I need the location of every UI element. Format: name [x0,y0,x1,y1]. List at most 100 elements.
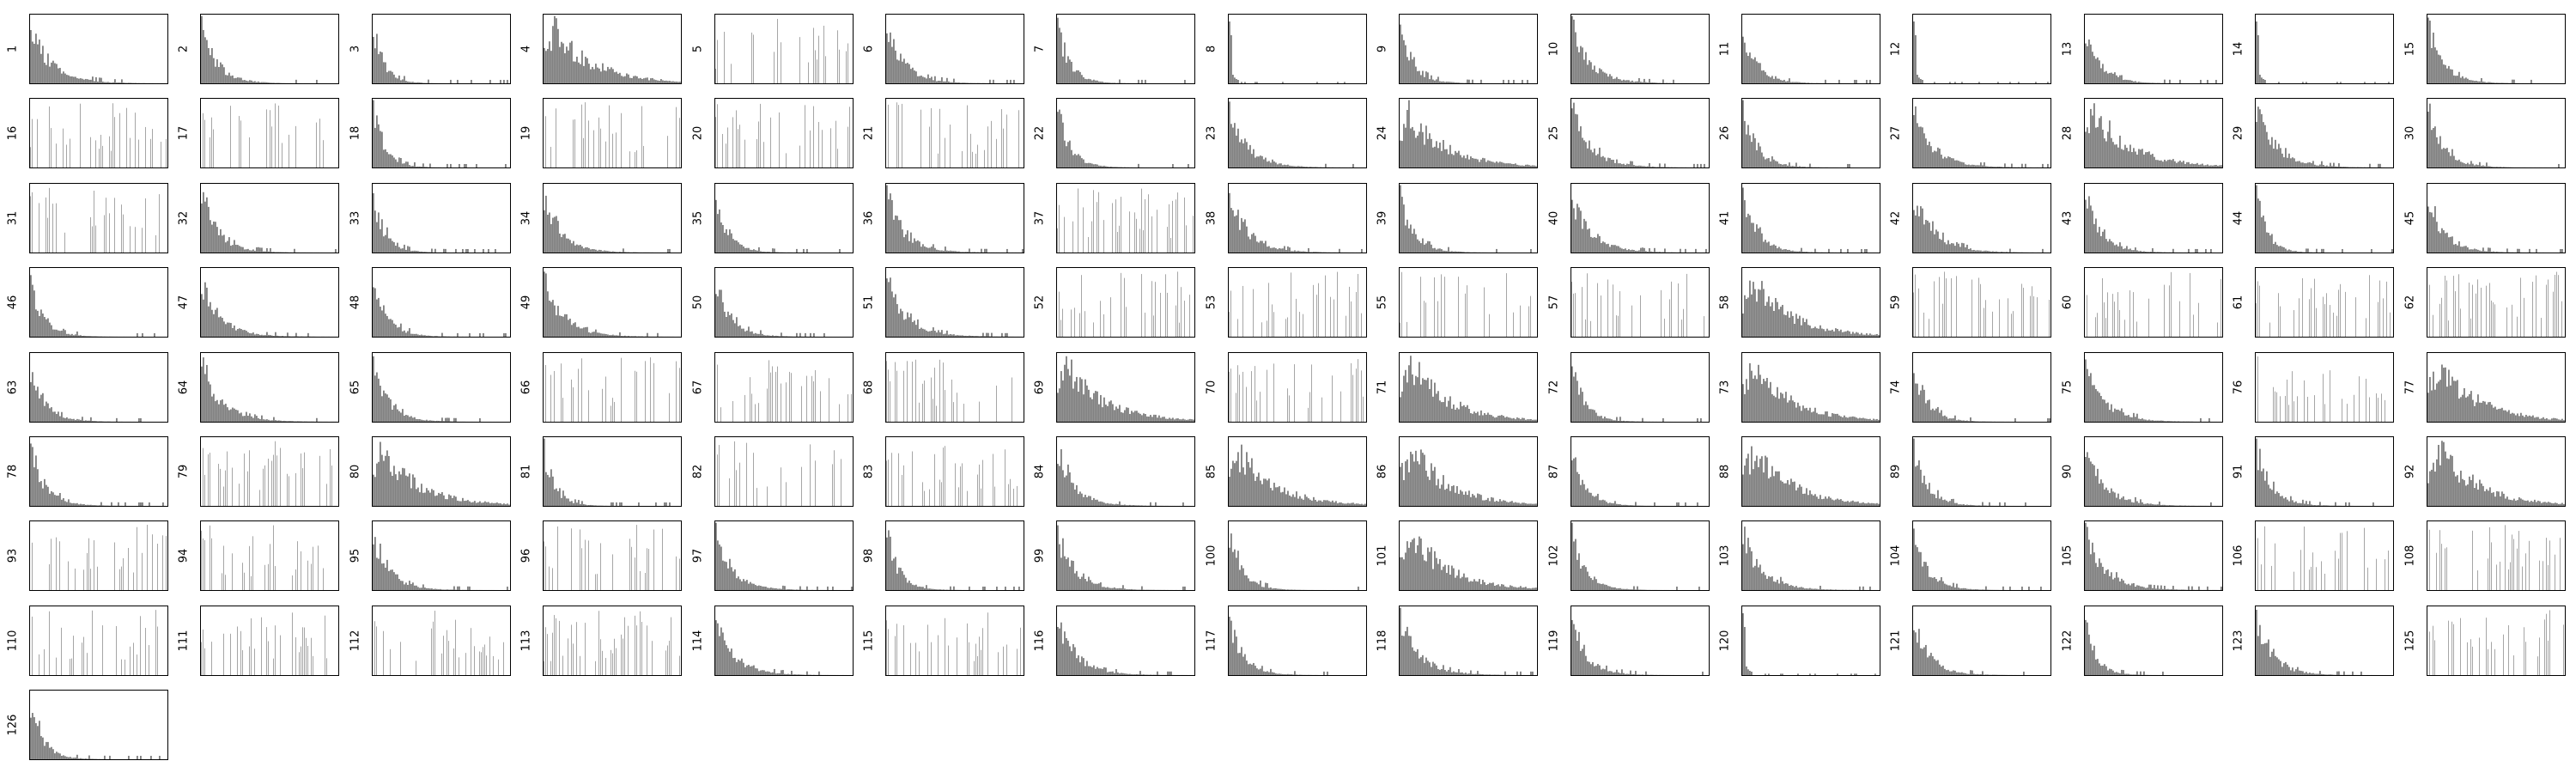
histogram-bar [1801,325,1802,338]
histogram-bar [1756,224,1758,253]
histogram-bar [2127,80,2129,83]
histogram-bar [742,246,744,253]
histogram-bar [246,249,248,253]
histogram-bar [374,128,376,168]
histogram-bar [2311,163,2313,168]
histogram-bar [1787,249,1789,253]
histogram-bar [1489,313,1490,338]
histogram-bar [1067,368,1070,422]
histogram-bar [1949,244,1952,253]
histogram-bar [590,249,592,253]
histogram-bar [1119,405,1121,422]
histogram-bar [88,336,90,338]
histogram-bar [1825,411,1826,422]
histogram-bar [1596,415,1599,422]
histogram-bar [2295,250,2298,253]
histogram-bar [2216,322,2218,338]
histogram-bar [754,333,756,338]
histogram-bar [211,396,214,422]
histogram-bar [1808,252,1811,253]
histogram-bar [1432,148,1435,168]
histogram-bar [653,79,656,83]
histogram-bar [247,248,250,253]
histogram-bar [2190,163,2193,168]
histogram-bar [2432,371,2434,422]
histogram-bar [239,412,241,422]
histogram-bar [1278,163,1280,168]
histogram-bar [2280,395,2281,422]
histogram-svg [1400,100,1538,168]
histogram-bar [735,240,738,253]
histogram-bar [1408,60,1411,83]
panel-label-container: 69 [1030,352,1049,423]
panel-label: 44 [2232,210,2245,226]
histogram-bar [1629,249,1631,253]
histogram-bar [2134,416,2136,422]
histogram-bar [1138,79,1140,83]
histogram-bar [1285,165,1287,168]
histogram-bar [1252,149,1255,168]
histogram-bar [223,321,226,338]
histogram-bar [1146,416,1149,422]
histogram-bar [116,82,118,83]
panel-label-container: 57 [1545,267,1564,338]
histogram-bar [1479,415,1481,422]
histogram-bar [716,364,718,422]
histogram-bar [773,52,775,83]
histogram-bar [945,246,946,253]
histogram-bar [1835,328,1837,338]
histogram-bar [82,78,83,83]
histogram-bar [1576,380,1578,422]
histogram-bar [382,236,385,253]
histogram-bar [2447,369,2450,422]
histogram-bar [924,380,925,422]
histogram-bar [750,393,752,422]
histogram-bar [946,77,948,83]
histogram-bar [1236,364,1238,422]
histogram-bar [1427,139,1430,168]
histogram-bar [446,417,448,422]
histogram-bar [2001,251,2003,253]
histogram-bar [2264,125,2267,168]
histogram-bar [952,401,954,422]
histogram-bar [2137,149,2140,168]
histogram-bar [986,332,987,338]
histogram-bar [744,140,745,168]
histogram-bar [1477,159,1479,168]
histogram-bar [87,336,88,338]
histogram-bar [910,232,912,253]
histogram-bar [2531,282,2533,338]
histogram-bar [1785,391,1787,422]
histogram-bar [223,404,226,422]
histogram-bar [1317,283,1319,338]
histogram-bar [895,294,896,338]
histogram-bar [56,143,57,168]
histogram-bar [2312,161,2315,168]
histogram-bar [1790,166,1792,168]
histogram-bar [1751,294,1753,338]
histogram-bar [463,164,465,168]
histogram-bar [2290,158,2293,168]
histogram-bar [1760,152,1763,168]
plot-area [200,14,340,84]
histogram-bar [544,47,546,83]
histogram-bar [87,79,88,83]
plot-area [543,182,683,253]
histogram-bar [821,130,823,168]
histogram-bar [1276,164,1279,168]
histogram-bar [1479,161,1481,168]
histogram-bar [203,29,205,83]
histogram-bar [1100,301,1102,338]
histogram-bar [1929,399,1931,422]
histogram-bar [1822,329,1825,338]
histogram-bar [99,149,100,168]
histogram-bar [1571,199,1573,253]
plot-area [371,182,511,253]
histogram-bar [1319,252,1321,253]
histogram-bar [1980,250,1983,253]
panel-label: 10 [1547,41,1561,57]
histogram-bar [1771,302,1773,338]
histogram-bar [838,248,841,253]
histogram-bar [1489,414,1492,422]
histogram-bar [626,336,629,338]
